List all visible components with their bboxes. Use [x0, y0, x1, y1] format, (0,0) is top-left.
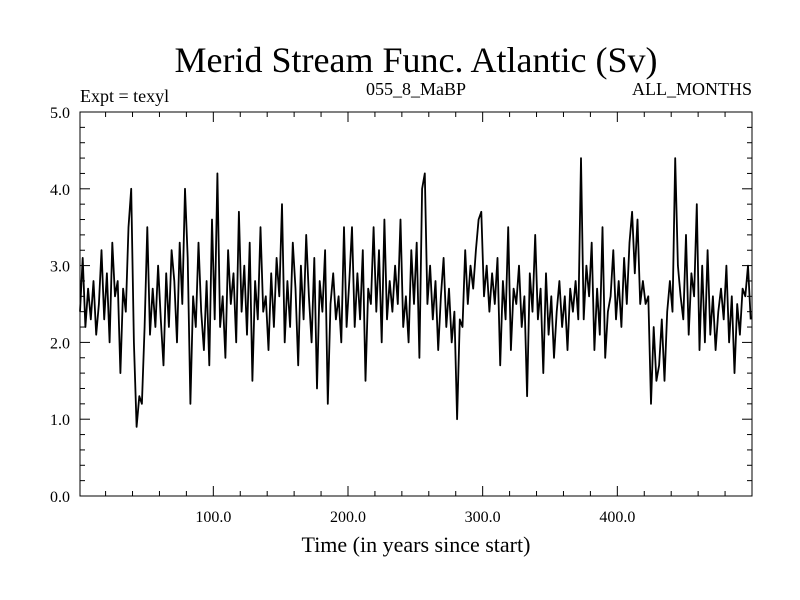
x-axis-label: Time (in years since start) [302, 532, 531, 557]
y-tick-label: 4.0 [50, 182, 70, 199]
plot-area: 100.0 200.0 300.0 400.0 0.0 1.0 2.0 3.0 4.0 5.0 [50, 105, 753, 526]
y-tick-label: 2.0 [50, 335, 70, 352]
season-label: ALL_MONTHS [632, 79, 752, 99]
experiment-label: Expt = texyl [80, 86, 169, 106]
chart-title: Merid Stream Func. Atlantic (Sv) [175, 40, 658, 80]
plot-frame [79, 111, 753, 497]
data-series-line [79, 157, 752, 428]
y-tick-label: 1.0 [50, 412, 70, 429]
y-tick-label: 3.0 [50, 259, 70, 276]
x-tick-label: 400.0 [599, 509, 635, 526]
x-tick-label: 100.0 [195, 509, 231, 526]
x-tick-label: 200.0 [330, 509, 366, 526]
y-tick-label: 0.0 [50, 489, 70, 506]
y-tick-label: 5.0 [50, 105, 70, 122]
case-label: 055_8_MaBP [366, 79, 466, 99]
x-tick-label: 300.0 [465, 509, 501, 526]
